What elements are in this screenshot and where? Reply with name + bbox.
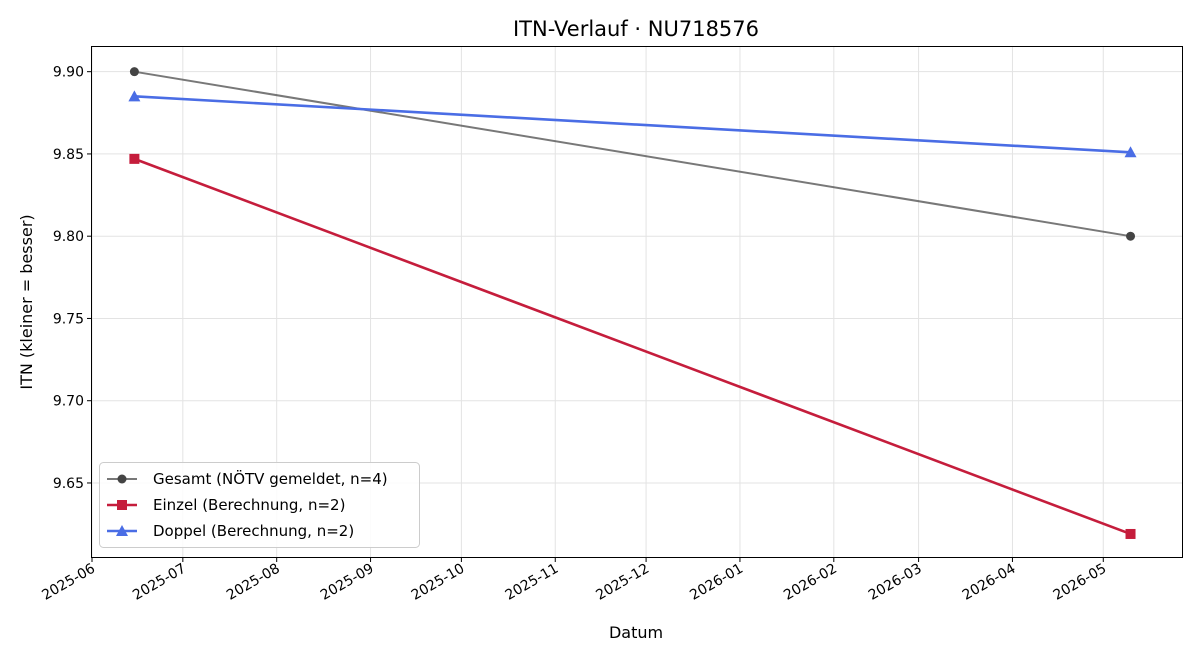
chart-title: ITN-Verlauf · NU718576 bbox=[513, 17, 759, 41]
x-tick-label: 2025-09 bbox=[318, 561, 377, 604]
y-tick-label: 9.85 bbox=[53, 147, 84, 163]
series-2 bbox=[128, 90, 1137, 158]
x-tick-label: 2025-11 bbox=[503, 561, 562, 604]
series-line bbox=[134, 70, 1131, 238]
legend-marker bbox=[117, 474, 127, 484]
x-tick-label: 2025-07 bbox=[130, 561, 189, 604]
y-axis-label: ITN (kleiner = besser) bbox=[17, 214, 36, 389]
x-tick-label: 2026-03 bbox=[866, 561, 925, 604]
y-axis: 9.65 9.70 9.75 9.80 9.85 9.90 bbox=[53, 65, 92, 492]
y-tick-label: 9.70 bbox=[53, 394, 84, 410]
x-tick-label: 2026-01 bbox=[687, 561, 746, 604]
x-tick-label: 2026-02 bbox=[781, 561, 840, 604]
series-layer bbox=[128, 67, 1137, 539]
y-tick-label: 9.75 bbox=[53, 311, 84, 327]
legend: Gesamt (NÖTV gemeldet, n=4) Einzel (Berec… bbox=[99, 462, 420, 548]
data-point bbox=[129, 153, 140, 164]
legend-item: Doppel (Berechnung, n=2) bbox=[107, 522, 354, 540]
legend-item: Gesamt (NÖTV gemeldet, n=4) bbox=[107, 469, 388, 488]
legend-label: Doppel (Berechnung, n=2) bbox=[153, 522, 354, 540]
y-tick-label: 9.90 bbox=[53, 65, 84, 81]
data-point bbox=[129, 67, 139, 77]
x-tick-label: 2026-05 bbox=[1051, 561, 1110, 604]
x-tick-label: 2025-06 bbox=[39, 561, 98, 604]
y-tick-label: 9.80 bbox=[53, 229, 84, 245]
x-axis: 2025-06 2025-07 2025-08 2025-09 2025-10 2025-… bbox=[39, 557, 1109, 604]
legend-marker bbox=[116, 525, 128, 536]
plot-frame bbox=[91, 46, 1183, 558]
data-point bbox=[1124, 146, 1137, 158]
data-point bbox=[1126, 231, 1136, 241]
x-axis-label: Datum bbox=[609, 623, 663, 642]
legend-item: Einzel (Berechnung, n=2) bbox=[107, 496, 345, 514]
series-line bbox=[134, 95, 1131, 154]
data-point bbox=[128, 90, 141, 102]
series-line bbox=[133, 157, 1131, 536]
x-tick-label: 2025-08 bbox=[224, 561, 283, 604]
x-tick-label: 2026-04 bbox=[960, 561, 1019, 604]
y-tick-label: 9.65 bbox=[53, 476, 84, 492]
x-tick-label: 2025-10 bbox=[409, 561, 468, 604]
series-1 bbox=[129, 153, 1136, 539]
legend-label: Einzel (Berechnung, n=2) bbox=[153, 496, 345, 514]
x-tick-label: 2025-12 bbox=[593, 561, 652, 604]
legend-marker bbox=[117, 500, 127, 510]
legend-box bbox=[99, 462, 420, 548]
legend-label: Gesamt (NÖTV gemeldet, n=4) bbox=[153, 469, 388, 488]
data-point bbox=[1125, 528, 1136, 539]
series-0 bbox=[129, 67, 1136, 241]
